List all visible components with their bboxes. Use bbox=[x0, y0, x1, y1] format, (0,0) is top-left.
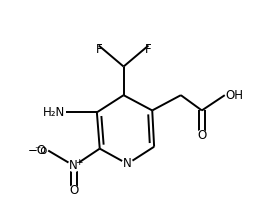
Text: O: O bbox=[69, 184, 79, 197]
Text: −O: −O bbox=[28, 144, 47, 157]
Text: +: + bbox=[75, 158, 82, 167]
Text: F: F bbox=[145, 43, 152, 56]
Text: ⁻o: ⁻o bbox=[34, 144, 47, 157]
Text: H₂N: H₂N bbox=[43, 106, 65, 119]
Text: N: N bbox=[123, 157, 132, 170]
Circle shape bbox=[122, 159, 133, 169]
Text: N: N bbox=[69, 159, 78, 172]
Circle shape bbox=[69, 186, 79, 196]
Circle shape bbox=[197, 130, 207, 140]
Text: O: O bbox=[197, 129, 206, 142]
Circle shape bbox=[68, 160, 80, 171]
Text: OH: OH bbox=[226, 89, 244, 102]
Text: F: F bbox=[95, 43, 102, 56]
